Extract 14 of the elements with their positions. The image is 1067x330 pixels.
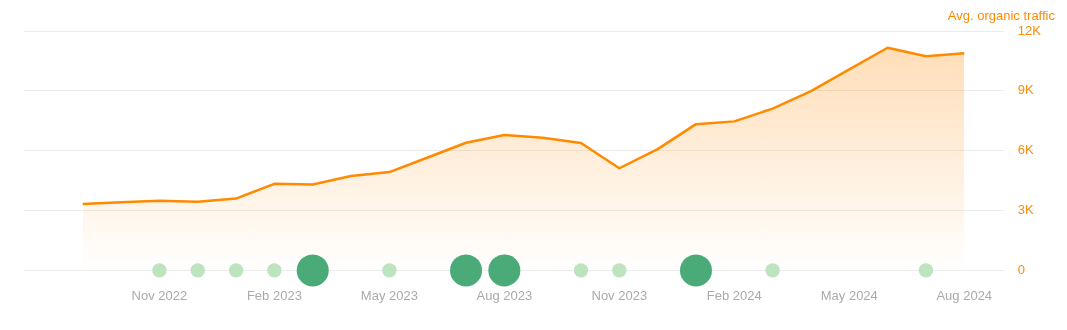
x-tick-label: Feb 2023 <box>246 287 302 303</box>
y-tick-label: 12K <box>1017 22 1042 38</box>
y-axis-title: Avg. organic traffic <box>947 8 1056 24</box>
x-tick-label: May 2024 <box>820 287 878 303</box>
x-tick-label: May 2023 <box>360 287 418 303</box>
y-tick-label: 3K <box>1017 202 1035 218</box>
y-tick-label: 9K <box>1017 82 1035 98</box>
x-tick-label: Aug 2023 <box>476 287 533 303</box>
x-tick-label: Nov 2022 <box>131 287 188 303</box>
y-tick-label: 0 <box>1017 261 1026 277</box>
y-tick-label: 6K <box>1017 142 1035 158</box>
x-tick-label: Nov 2023 <box>591 287 648 303</box>
x-tick-label: Aug 2024 <box>936 287 993 303</box>
x-tick-label: Feb 2024 <box>706 287 762 303</box>
